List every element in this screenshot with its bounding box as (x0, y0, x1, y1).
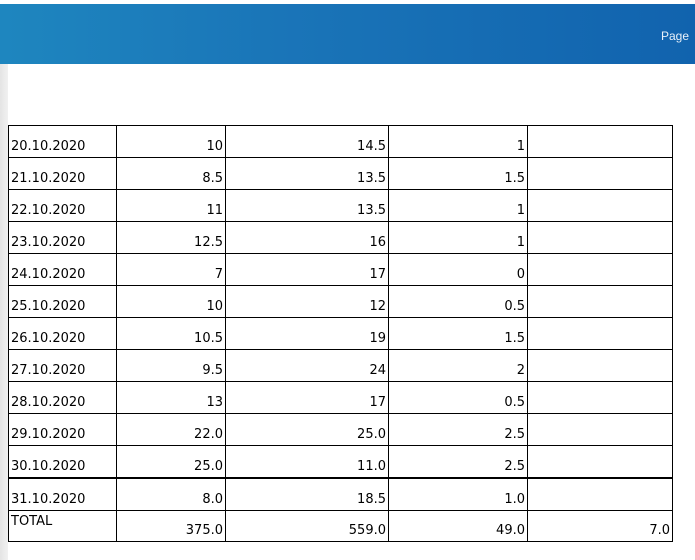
value-cell: 1 (388, 221, 528, 254)
value-cell (527, 253, 673, 286)
table-row: 31.10.2020 8.0 18.5 1.0 (8, 477, 673, 511)
data-table: 20.10.2020 10 14.5 1 21.10.2020 8.5 13.5… (8, 125, 673, 542)
value-cell (527, 349, 673, 382)
date-cell: 21.10.2020 (8, 157, 117, 190)
value-cell: 1 (388, 189, 528, 222)
value-cell: 7 (116, 253, 226, 286)
value-cell: 17 (225, 381, 389, 414)
value-cell: 19 (225, 317, 389, 350)
value-cell: 2 (388, 349, 528, 382)
total-cell: 559.0 (225, 510, 389, 542)
value-cell (527, 381, 673, 414)
table-row: 22.10.2020 11 13.5 1 (8, 189, 673, 222)
value-cell (527, 445, 673, 479)
total-label: TOTAL (8, 510, 117, 542)
value-cell (527, 285, 673, 318)
value-cell: 17 (225, 253, 389, 286)
value-cell: 1.5 (388, 317, 528, 350)
table-row: 24.10.2020 7 17 0 (8, 253, 673, 286)
value-cell: 10 (116, 285, 226, 318)
value-cell (527, 221, 673, 254)
value-cell: 12 (225, 285, 389, 318)
value-cell (527, 477, 673, 511)
value-cell: 13.5 (225, 189, 389, 222)
value-cell (527, 125, 673, 158)
total-cell: 7.0 (527, 510, 673, 542)
table-row: 30.10.2020 25.0 11.0 2.5 (8, 445, 673, 479)
value-cell: 10 (116, 125, 226, 158)
value-cell: 0.5 (388, 285, 528, 318)
value-cell: 16 (225, 221, 389, 254)
value-cell: 0.5 (388, 381, 528, 414)
value-cell: 2.5 (388, 445, 528, 479)
value-cell: 18.5 (225, 477, 389, 511)
value-cell: 25.0 (225, 413, 389, 446)
page-label[interactable]: Page (660, 29, 689, 43)
value-cell: 13 (116, 381, 226, 414)
date-cell: 28.10.2020 (8, 381, 117, 414)
value-cell (527, 317, 673, 350)
date-cell: 25.10.2020 (8, 285, 117, 318)
value-cell: 1.0 (388, 477, 528, 511)
value-cell: 1.5 (388, 157, 528, 190)
date-cell: 26.10.2020 (8, 317, 117, 350)
date-cell: 23.10.2020 (8, 221, 117, 254)
date-cell: 27.10.2020 (8, 349, 117, 382)
value-cell: 9.5 (116, 349, 226, 382)
total-cell: 49.0 (388, 510, 528, 542)
value-cell (527, 189, 673, 222)
table-row: 27.10.2020 9.5 24 2 (8, 349, 673, 382)
value-cell: 8.5 (116, 157, 226, 190)
value-cell: 12.5 (116, 221, 226, 254)
value-cell (527, 413, 673, 446)
value-cell: 22.0 (116, 413, 226, 446)
value-cell: 10.5 (116, 317, 226, 350)
date-cell: 24.10.2020 (8, 253, 117, 286)
table-row: 29.10.2020 22.0 25.0 2.5 (8, 413, 673, 446)
value-cell: 24 (225, 349, 389, 382)
date-cell: 29.10.2020 (8, 413, 117, 446)
value-cell: 25.0 (116, 445, 226, 479)
value-cell: 13.5 (225, 157, 389, 190)
total-cell: 375.0 (116, 510, 226, 542)
table-row: 23.10.2020 12.5 16 1 (8, 221, 673, 254)
table-row: 26.10.2020 10.5 19 1.5 (8, 317, 673, 350)
value-cell: 2.5 (388, 413, 528, 446)
value-cell: 1 (388, 125, 528, 158)
value-cell: 14.5 (225, 125, 389, 158)
value-cell: 11 (116, 189, 226, 222)
total-row: TOTAL 375.0 559.0 49.0 7.0 (8, 510, 673, 542)
left-page-edge (0, 64, 8, 560)
table-row: 28.10.2020 13 17 0.5 (8, 381, 673, 414)
table-row: 25.10.2020 10 12 0.5 (8, 285, 673, 318)
date-cell: 22.10.2020 (8, 189, 117, 222)
date-cell: 30.10.2020 (8, 445, 117, 479)
table-row: 20.10.2020 10 14.5 1 (8, 125, 673, 158)
value-cell: 11.0 (225, 445, 389, 479)
date-cell: 31.10.2020 (8, 477, 117, 511)
table-row: 21.10.2020 8.5 13.5 1.5 (8, 157, 673, 190)
value-cell: 8.0 (116, 477, 226, 511)
value-cell: 0 (388, 253, 528, 286)
value-cell (527, 157, 673, 190)
date-cell: 20.10.2020 (8, 125, 117, 158)
top-banner: Page (0, 4, 695, 64)
